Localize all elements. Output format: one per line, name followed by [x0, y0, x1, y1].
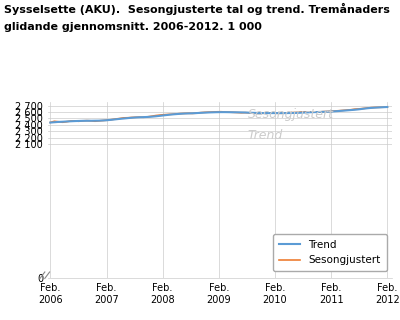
Text: Trend: Trend: [248, 129, 283, 142]
Text: Sesongjustert: Sesongjustert: [248, 108, 334, 121]
Text: Sysselsette (AKU).  Sesongjusterte tal og trend. Tremånaders: Sysselsette (AKU). Sesongjusterte tal og…: [4, 3, 390, 15]
Legend: Trend, Sesongjustert: Trend, Sesongjustert: [273, 234, 387, 271]
Text: glidande gjennomsnitt. 2006-2012. 1 000: glidande gjennomsnitt. 2006-2012. 1 000: [4, 22, 262, 32]
